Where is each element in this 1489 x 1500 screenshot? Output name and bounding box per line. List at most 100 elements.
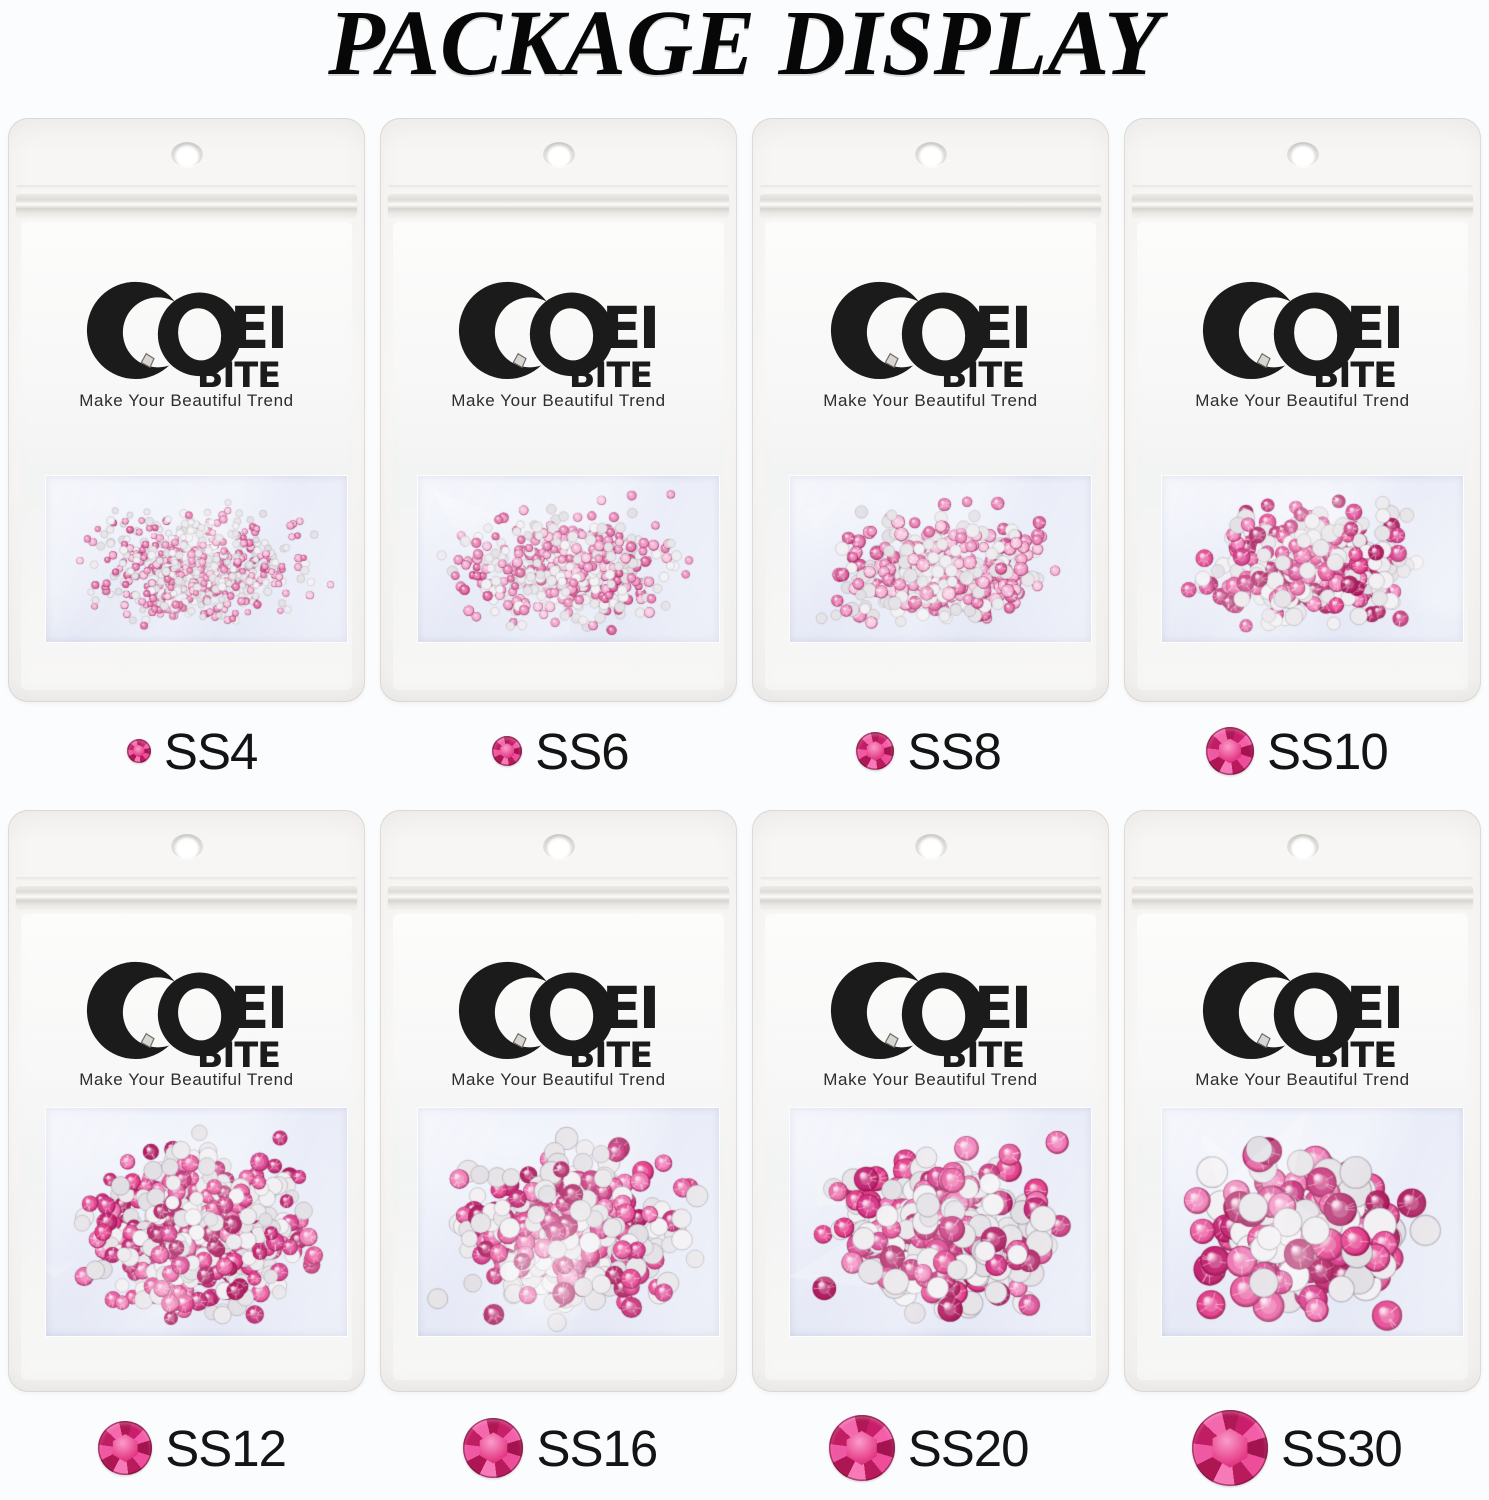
rhinestones-photo [1162, 1108, 1463, 1336]
rhinestone-gem-icon [126, 739, 151, 763]
hang-hole [542, 834, 575, 859]
logo-swirl-o [86, 961, 184, 1059]
clear-window [790, 476, 1091, 642]
zip-seal [388, 877, 729, 907]
logo-ring-o [529, 972, 613, 1057]
logo-swirl-o [1202, 961, 1300, 1059]
logo-text-bite: BITE [1312, 356, 1396, 395]
size-label-text: SS20 [907, 1419, 1030, 1477]
rhinestone-package: EI BITE Make Your Beautiful Trend [380, 810, 737, 1392]
rhinestone-package: EI BITE Make Your Beautiful Trend [752, 118, 1109, 702]
zip-seal [760, 185, 1101, 215]
zip-seal [388, 185, 729, 215]
logo-tiny-gem-icon [884, 1032, 899, 1049]
poster-title: PACKAGE DISPLAY [328, 0, 1161, 95]
logo-tiny-gem-icon [512, 352, 527, 369]
logo-tiny-gem-icon [512, 1032, 527, 1049]
logo-ring-o [901, 972, 985, 1057]
hang-hole [914, 142, 947, 167]
zip-seal [760, 877, 1101, 907]
rhinestones-photo [46, 476, 347, 642]
logo-text-ei: EI [229, 294, 285, 362]
rhinestone-gem-icon [828, 1415, 895, 1481]
logo-swirl-o [458, 961, 556, 1059]
logo-text-bite: BITE [568, 1036, 652, 1075]
clear-window [790, 1108, 1091, 1336]
rhinestone-gem-icon [1205, 727, 1254, 775]
logo-ring-o [1273, 972, 1357, 1057]
packages-row-1: EI BITE Make Your Beautiful Trend [8, 118, 1481, 702]
logo-ring-o [157, 972, 241, 1057]
logo-swirl-o [1202, 281, 1300, 379]
size-label: SS16 [376, 1402, 744, 1494]
packages-row-2: EI BITE Make Your Beautiful Trend [8, 810, 1481, 1392]
rhinestone-package: EI BITE Make Your Beautiful Trend [8, 118, 365, 702]
size-label: SS10 [1113, 712, 1481, 790]
size-label: SS12 [8, 1402, 376, 1494]
brand-logo: EI BITE [84, 276, 290, 400]
clear-window [418, 1108, 719, 1336]
rhinestones-photo [418, 476, 719, 642]
rhinestone-package: EI BITE Make Your Beautiful Trend [1124, 118, 1481, 702]
logo-ring-o [1273, 292, 1357, 377]
logo-ring-o [529, 292, 613, 377]
rhinestone-gem-icon [463, 1418, 524, 1478]
brand-tagline: Make Your Beautiful Trend [451, 1070, 666, 1089]
rhinestone-package: EI BITE Make Your Beautiful Trend [1124, 810, 1481, 1392]
rhinestones-photo [790, 1108, 1091, 1336]
rhinestone-package: EI BITE Make Your Beautiful Trend [752, 810, 1109, 1392]
brand-logo: EI BITE [84, 956, 290, 1080]
rhinestones-photo [418, 1108, 719, 1336]
clear-window [1162, 1108, 1463, 1336]
rhinestones-photo [1162, 476, 1463, 642]
logo-swirl-o [458, 281, 556, 379]
logo-text-ei: EI [1345, 294, 1401, 362]
hang-hole [914, 834, 947, 859]
size-label-text: SS6 [535, 722, 629, 780]
zip-seal [1132, 185, 1473, 215]
logo-tiny-gem-icon [884, 352, 899, 369]
clear-window [418, 476, 719, 642]
size-label-text: SS10 [1266, 722, 1389, 780]
logo-text-bite: BITE [196, 356, 280, 395]
logo-swirl-o [830, 961, 928, 1059]
logo-text-bite: BITE [940, 356, 1024, 395]
size-labels-row-1: SS4 SS6 SS8 SS10 [8, 712, 1481, 790]
size-label: SS6 [376, 712, 744, 790]
rhinestone-gem-icon [1191, 1410, 1268, 1486]
rhinestone-gem-icon [98, 1421, 153, 1475]
rhinestones-photo [790, 476, 1091, 642]
brand-tagline: Make Your Beautiful Trend [1195, 1070, 1410, 1089]
logo-swirl-o [86, 281, 184, 379]
hang-hole [1286, 142, 1319, 167]
hang-hole [170, 834, 203, 859]
logo-ring-o [901, 292, 985, 377]
size-labels-row-2: SS12 SS16 SS20 SS30 [8, 1402, 1481, 1494]
logo-text-ei: EI [229, 974, 285, 1042]
size-label-text: SS8 [907, 722, 1001, 780]
logo-swirl-o [830, 281, 928, 379]
brand-logo: EI BITE [828, 276, 1034, 400]
zip-seal [16, 185, 357, 215]
brand-tagline: Make Your Beautiful Trend [79, 1070, 294, 1089]
brand-tagline: Make Your Beautiful Trend [451, 391, 666, 410]
rhinestone-gem-icon [856, 732, 895, 770]
brand-tagline: Make Your Beautiful Trend [823, 391, 1038, 410]
logo-tiny-gem-icon [1256, 1032, 1271, 1049]
brand-tagline: Make Your Beautiful Trend [823, 1070, 1038, 1089]
logo-tiny-gem-icon [140, 352, 155, 369]
brand-logo: EI BITE [828, 956, 1034, 1080]
logo-text-bite: BITE [940, 1036, 1024, 1075]
zip-seal [1132, 877, 1473, 907]
logo-text-bite: BITE [568, 356, 652, 395]
brand-logo: EI BITE [1200, 276, 1406, 400]
logo-text-ei: EI [601, 294, 657, 362]
logo-ring-o [157, 292, 241, 377]
brand-tagline: Make Your Beautiful Trend [79, 391, 294, 410]
size-label: SS20 [745, 1402, 1113, 1494]
logo-tiny-gem-icon [1256, 352, 1271, 369]
rhinestones-photo [46, 1108, 347, 1336]
hang-hole [542, 142, 575, 167]
size-label: SS8 [745, 712, 1113, 790]
logo-tiny-gem-icon [140, 1032, 155, 1049]
